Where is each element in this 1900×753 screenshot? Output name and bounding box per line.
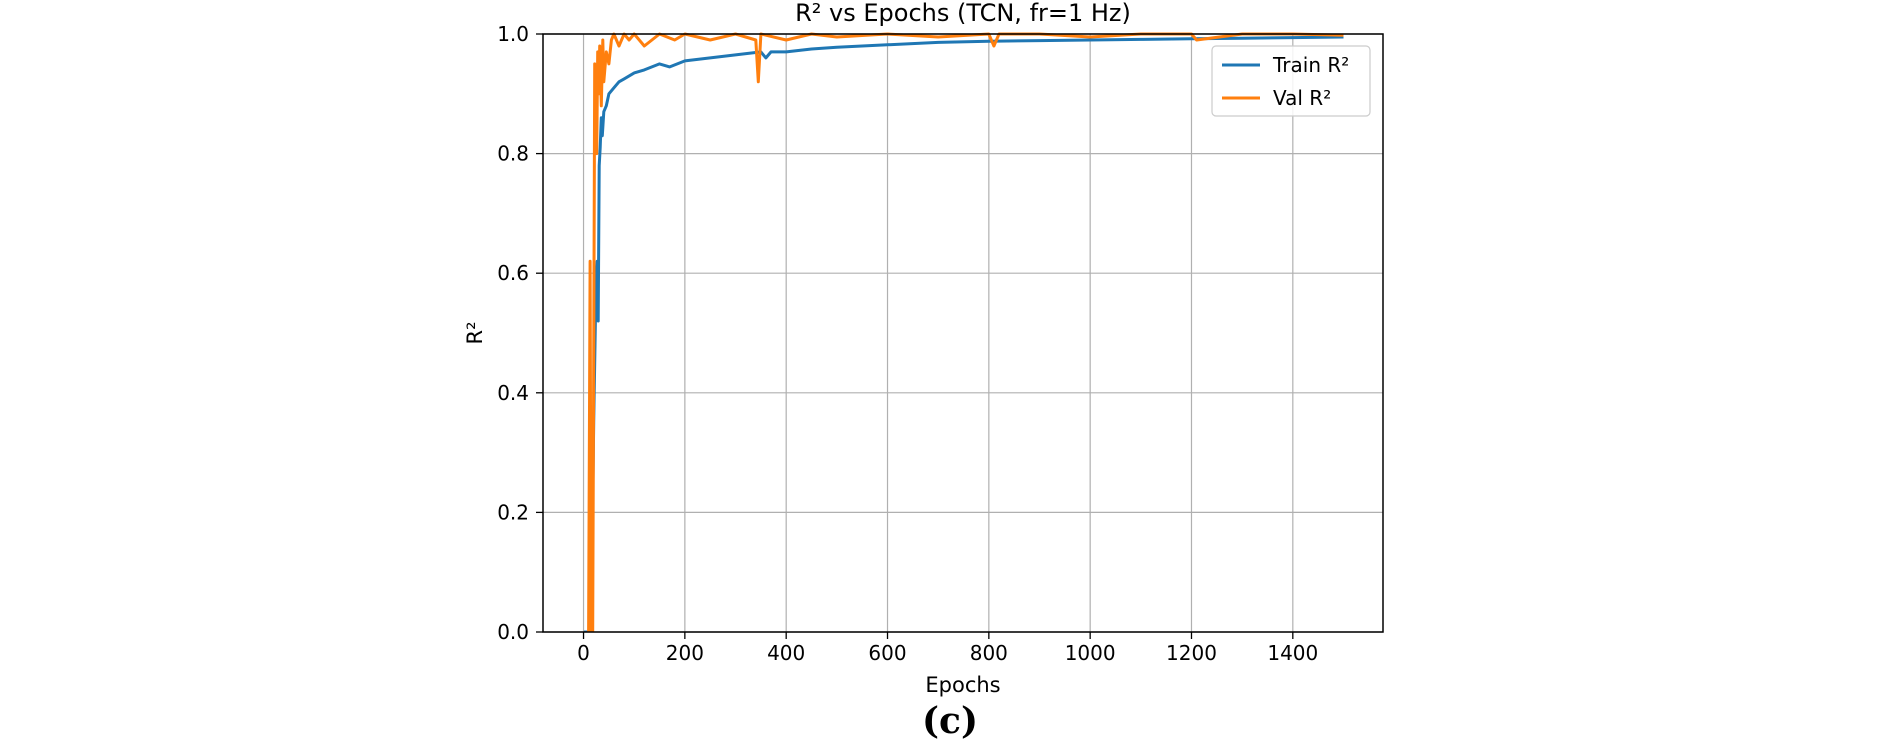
y-tick-label: 0.0 [497, 620, 529, 644]
legend-label: Val R² [1273, 86, 1331, 110]
series-line-val [587, 32, 1344, 632]
legend: Train R² Val R² [1211, 45, 1371, 117]
x-tick-label: 1400 [1267, 641, 1318, 665]
x-tick-label: 600 [868, 641, 906, 665]
y-tick-label: 0.8 [497, 142, 529, 166]
x-tick-label: 0 [577, 641, 590, 665]
y-tick-label: 0.6 [497, 261, 529, 285]
y-tick-label: 0.2 [497, 500, 529, 524]
y-tick-label: 1.0 [497, 22, 529, 46]
series-line-train [584, 35, 1344, 632]
x-tick-label: 400 [767, 641, 805, 665]
x-tick-label: 1000 [1065, 641, 1116, 665]
x-tick-label: 800 [970, 641, 1008, 665]
figure-caption: (c) [922, 700, 978, 742]
plot-frame [542, 33, 1384, 633]
legend-label: Train R² [1272, 53, 1349, 77]
y-tick-label: 0.4 [497, 381, 529, 405]
x-tick-label: 200 [666, 641, 704, 665]
y-axis-label: R² [463, 321, 487, 344]
x-axis-label: Epochs [925, 673, 1000, 697]
chart-title: R² vs Epochs (TCN, fr=1 Hz) [795, 0, 1131, 27]
x-tick-label: 1200 [1166, 641, 1217, 665]
